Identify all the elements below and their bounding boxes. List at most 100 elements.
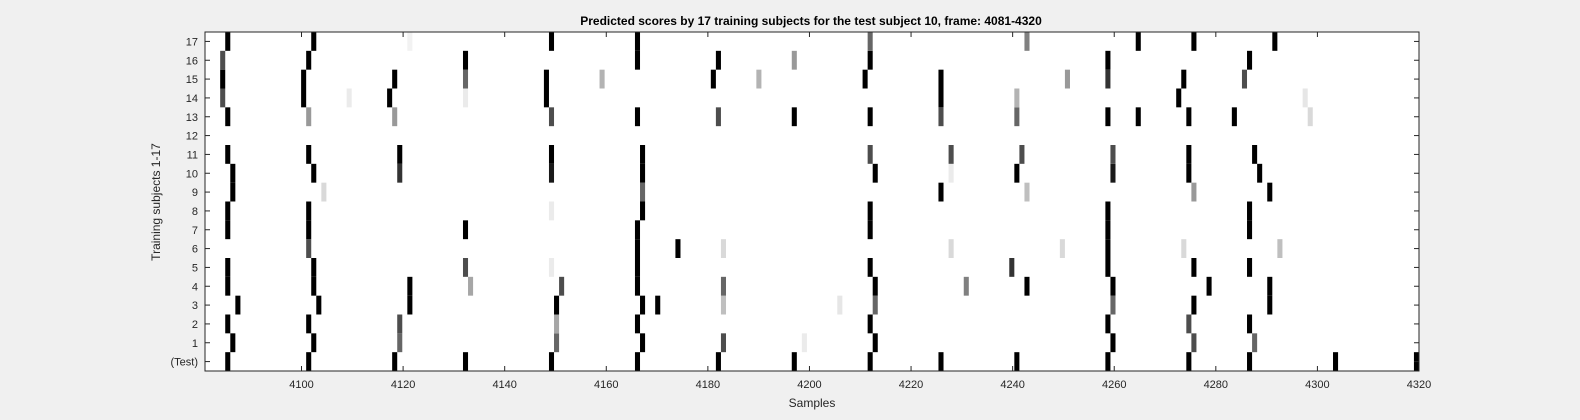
heatmap-cell-6-4101 — [306, 239, 312, 258]
heatmap-cell-1-4119 — [397, 333, 403, 353]
plot-frame — [204, 31, 1420, 372]
heatmap-cell-9-4243 — [1024, 182, 1030, 202]
heatmap-cell-test-4287 — [1247, 352, 1253, 371]
heatmap-cell-10-4213 — [872, 163, 878, 183]
heatmap-cell-test-4132 — [462, 352, 469, 371]
heatmap-cell-7-4259 — [1105, 220, 1111, 240]
heatmap-cell-17-4243 — [1024, 32, 1030, 51]
chart-title: Predicted scores by 17 training subjects… — [580, 14, 1042, 28]
heatmap-cell-15-4118 — [392, 69, 398, 89]
heatmap-cell-4-4279 — [1206, 276, 1212, 296]
heatmap-cell-15-4251 — [1064, 69, 1070, 89]
x-tick-label-4160: 4160 — [594, 379, 618, 391]
heatmap-cell-8-4149 — [548, 201, 555, 221]
heatmap-cell-4-4166 — [634, 276, 641, 296]
heatmap-cell-13-4299 — [1307, 107, 1313, 127]
y-tick-label-9: 9 — [192, 187, 198, 199]
heatmap-cell-9-4104 — [321, 182, 327, 202]
y-tick-label-12: 12 — [186, 131, 198, 143]
heatmap-cell-3-4276 — [1191, 295, 1197, 315]
heatmap-cell-test-4085 — [225, 352, 231, 371]
heatmap-cell-6-4166 — [634, 239, 641, 258]
heatmap-cell-4-4151 — [559, 276, 565, 296]
heatmap-cell-6-4259 — [1105, 239, 1111, 258]
heatmap-cell-7-4101 — [306, 220, 312, 240]
y-tick-label-15: 15 — [186, 74, 198, 86]
heatmap-cell-1-4086 — [230, 333, 236, 353]
heatmap-cell-test-4212 — [867, 352, 873, 371]
heatmap-cell-13-4182 — [715, 107, 721, 127]
heatmap-cell-test-4101 — [306, 352, 312, 371]
x-tick-label-4260: 4260 — [1102, 379, 1126, 391]
x-tick-label-4120: 4120 — [391, 379, 415, 391]
heatmap-cell-4-4291 — [1267, 276, 1273, 296]
heatmap-cell-6-4250 — [1059, 239, 1065, 258]
heatmap-cell-17-4292 — [1272, 32, 1278, 51]
heatmap-cell-2-4287 — [1247, 314, 1253, 334]
heatmap-cell-15-4181 — [710, 69, 716, 89]
heatmap-cell-3-4121 — [407, 295, 413, 315]
heatmap-cell-15-4100 — [301, 69, 307, 89]
heatmap-marks — [220, 32, 1419, 371]
x-tick-label-4200: 4200 — [797, 379, 821, 391]
heatmap-cell-10-4275 — [1186, 163, 1192, 183]
y-tick-label-6: 6 — [192, 244, 198, 256]
heatmap-cell-13-4118 — [392, 107, 398, 127]
heatmap-cell-15-4286 — [1241, 69, 1248, 89]
heatmap-cell-10-4149 — [548, 163, 555, 183]
heatmap-cell-10-4289 — [1257, 163, 1263, 183]
heatmap-cell-15-4159 — [599, 69, 605, 89]
heatmap-cell-16-4182 — [715, 50, 721, 70]
heatmap-cell-6-4228 — [948, 239, 954, 258]
y-tick-label-8: 8 — [192, 206, 198, 218]
heatmap-cell-test-4241 — [1014, 352, 1020, 371]
y-tick-label-10: 10 — [186, 168, 198, 180]
y-tick-label-5: 5 — [192, 262, 198, 274]
heatmap-cell-13-4284 — [1231, 107, 1237, 127]
heatmap-cell-5-4085 — [225, 258, 231, 277]
heatmap-cell-10-4102 — [311, 163, 317, 183]
y-axis-label: Training subjects 1-17 — [149, 143, 163, 261]
heatmap-cell-4-4243 — [1024, 276, 1030, 296]
heatmap-cell-5-4132 — [462, 258, 469, 277]
heatmap-cell-17-4276 — [1191, 32, 1197, 51]
heatmap-cell-13-4275 — [1186, 107, 1192, 127]
heatmap-cell-1-4276 — [1191, 333, 1197, 353]
heatmap-cell-17-4121 — [407, 32, 413, 51]
heatmap-cell-1-4288 — [1252, 333, 1258, 353]
x-tick-label-4100: 4100 — [289, 379, 313, 391]
x-axis-ticks: 4100 4120 4140 4160 4180 4200 4220 4240 4260 4280… — [289, 32, 1431, 391]
heatmap-cell-17-4085 — [225, 32, 231, 51]
y-tick-label-14: 14 — [186, 93, 198, 105]
heatmap-cell-5-4276 — [1191, 258, 1197, 277]
heatmap-cell-1-4199 — [801, 333, 807, 353]
heatmap-cell-1-4183 — [720, 333, 727, 353]
x-tick-label-4180: 4180 — [696, 379, 720, 391]
heatmap-cell-11-4275 — [1186, 145, 1192, 164]
heatmap-cell-3-4206 — [837, 295, 843, 315]
heatmap-cell-11-4288 — [1252, 145, 1258, 164]
heatmap-cell-14-4117 — [387, 88, 393, 108]
heatmap-cell-15-4259 — [1105, 69, 1111, 89]
heatmap-cell-14-4109 — [346, 88, 352, 108]
heatmap-cell-2-4275 — [1186, 314, 1192, 334]
heatmap-cell-6-4183 — [720, 239, 727, 258]
heatmap-cell-4-4183 — [720, 276, 727, 296]
heatmap-cell-3-4213 — [872, 295, 878, 315]
heatmap-cell-6-4293 — [1277, 239, 1283, 258]
heatmap-cell-2-4150 — [554, 314, 560, 334]
heatmap-cell-16-4132 — [462, 50, 469, 70]
heatmap-cell-5-4287 — [1247, 258, 1253, 277]
x-tick-label-4240: 4240 — [1000, 379, 1024, 391]
heatmap-cell-13-4101 — [306, 107, 312, 127]
heatmap-cell-11-4149 — [548, 145, 555, 164]
heatmap-cell-7-4212 — [867, 220, 873, 240]
heatmap-cell-15-4274 — [1181, 69, 1187, 89]
heatmap-cell-9-4276 — [1191, 182, 1197, 202]
heatmap-cell-14-4298 — [1302, 88, 1308, 108]
heatmap-cell-9-4086 — [230, 182, 236, 202]
heatmap-cell-7-4166 — [634, 220, 641, 240]
heatmap-cell-10-4260 — [1110, 163, 1116, 183]
